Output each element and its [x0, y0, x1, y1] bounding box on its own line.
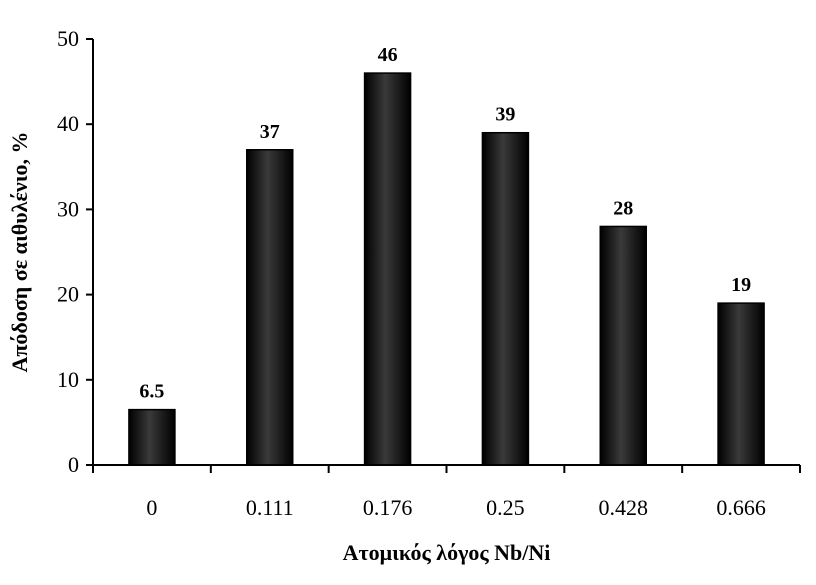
bar	[246, 149, 294, 466]
data-label: 37	[260, 121, 280, 143]
bars-layer: 6.5 37 46 39 28 19	[128, 44, 765, 466]
y-tick-label: 0	[68, 452, 79, 477]
data-label: 6.5	[139, 381, 164, 403]
bar	[128, 408, 176, 466]
y-axis-title: Απόδοση σε αιθυλένιο, %	[7, 131, 32, 372]
y-tick-label: 10	[57, 367, 79, 392]
x-tick-label: 0.666	[716, 495, 766, 520]
y-tick-label: 40	[57, 111, 79, 136]
x-axis-title: Ατομικός λόγος Nb/Ni	[343, 540, 551, 565]
data-label: 19	[731, 274, 751, 296]
y-tick-label: 20	[57, 282, 79, 307]
x-tick-label: 0.176	[363, 495, 413, 520]
x-tick-label: 0.25	[486, 495, 525, 520]
x-tick-label: 0	[146, 495, 157, 520]
bar	[599, 225, 647, 466]
bar	[481, 131, 530, 466]
x-tick-label: 0.428	[599, 495, 649, 520]
bar	[717, 302, 765, 466]
data-label: 39	[495, 104, 515, 126]
y-tick-label: 30	[57, 196, 79, 221]
axes-layer: 0 0.111 0.176 0.25 0.428 0.666 0 10 20 30 40 50	[57, 26, 801, 520]
x-tick-label: 0.111	[246, 495, 294, 520]
bar	[363, 72, 412, 466]
y-tick-label: 50	[57, 26, 79, 51]
data-label: 46	[378, 44, 398, 66]
data-label: 28	[613, 197, 633, 219]
